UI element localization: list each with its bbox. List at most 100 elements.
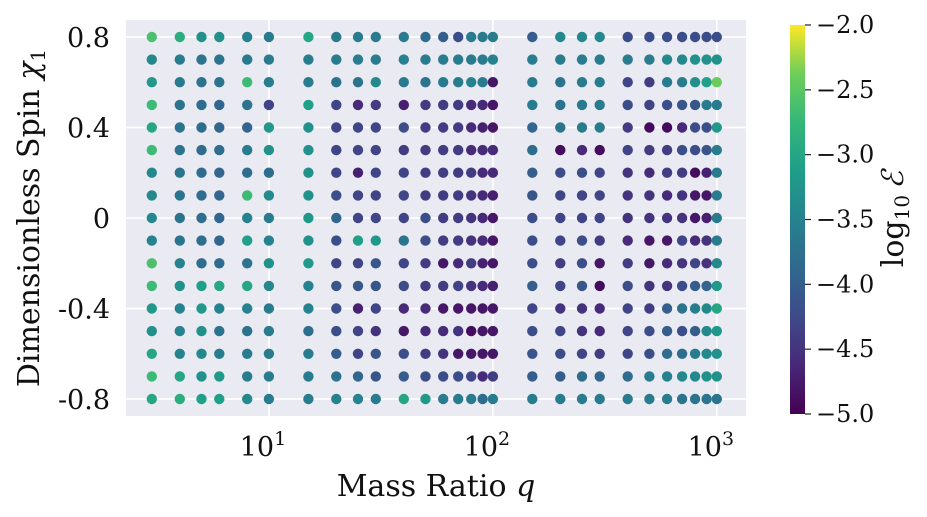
- data-point: [263, 325, 275, 337]
- data-point: [576, 212, 588, 224]
- data-point: [438, 325, 449, 337]
- data-point: [576, 144, 588, 156]
- data-point: [263, 348, 275, 359]
- data-point: [555, 280, 566, 292]
- data-point: [352, 77, 364, 88]
- data-point: [594, 167, 605, 178]
- data-point: [466, 258, 477, 269]
- data-point: [331, 99, 342, 111]
- data-point: [146, 54, 157, 65]
- data-point: [174, 167, 185, 178]
- data-point: [303, 77, 314, 88]
- data-point: [594, 99, 605, 111]
- data-point: [420, 144, 431, 156]
- data-point: [398, 393, 409, 405]
- data-point: [487, 393, 499, 405]
- data-point: [242, 393, 253, 405]
- data-point: [370, 31, 381, 43]
- y-tick-label: 0: [93, 204, 110, 235]
- data-point: [466, 348, 477, 359]
- data-point: [214, 54, 225, 65]
- data-point: [711, 235, 722, 246]
- data-point: [352, 393, 364, 405]
- data-point: [438, 122, 449, 133]
- data-point: [487, 348, 499, 359]
- data-point: [370, 190, 381, 201]
- data-point: [420, 54, 431, 65]
- data-point: [398, 190, 409, 201]
- data-point: [487, 212, 499, 224]
- data-point: [701, 325, 712, 337]
- data-point: [398, 167, 409, 178]
- data-point: [701, 167, 712, 178]
- data-point: [527, 122, 538, 133]
- colorbar-tick-label: −5.0: [816, 400, 874, 428]
- data-point: [146, 190, 157, 201]
- data-point: [689, 167, 701, 178]
- data-point: [711, 77, 722, 88]
- data-point: [331, 325, 342, 337]
- data-point: [196, 235, 207, 246]
- colorbar-label: log10ℰ: [876, 168, 914, 267]
- data-point: [622, 303, 633, 314]
- data-point: [352, 280, 364, 292]
- data-point: [466, 190, 477, 201]
- data-point: [370, 167, 381, 178]
- x-tick-label: 101: [240, 428, 286, 463]
- data-point: [701, 99, 712, 111]
- data-point: [676, 122, 688, 133]
- y-axis-label: Dimensionless Spin χ1: [12, 49, 50, 387]
- data-point: [661, 54, 673, 65]
- data-point: [214, 167, 225, 178]
- data-point: [527, 212, 538, 224]
- data-point: [263, 371, 275, 382]
- data-point: [701, 122, 712, 133]
- data-point: [174, 258, 185, 269]
- data-point: [438, 167, 449, 178]
- data-point: [214, 280, 225, 292]
- data-point: [676, 167, 688, 178]
- data-point: [196, 77, 207, 88]
- scatter-points: [146, 31, 722, 405]
- y-tick-label: 0.8: [67, 23, 110, 54]
- data-point: [398, 54, 409, 65]
- data-point: [370, 371, 381, 382]
- data-point: [661, 258, 673, 269]
- data-point: [661, 190, 673, 201]
- colorbar-tick-label: −3.5: [816, 206, 874, 234]
- y-tick-label: -0.8: [58, 385, 110, 416]
- data-point: [303, 144, 314, 156]
- data-point: [146, 280, 157, 292]
- data-point: [466, 31, 477, 43]
- data-point: [661, 167, 673, 178]
- data-point: [477, 54, 488, 65]
- data-point: [146, 258, 157, 269]
- data-point: [594, 325, 605, 337]
- data-point: [303, 393, 314, 405]
- data-point: [487, 167, 499, 178]
- data-point: [689, 144, 701, 156]
- data-point: [622, 393, 633, 405]
- data-point: [487, 54, 499, 65]
- data-point: [622, 348, 633, 359]
- data-point: [352, 190, 364, 201]
- data-point: [303, 348, 314, 359]
- data-point: [676, 212, 688, 224]
- data-point: [196, 280, 207, 292]
- data-point: [711, 122, 722, 133]
- data-point: [555, 190, 566, 201]
- data-point: [701, 303, 712, 314]
- data-point: [331, 258, 342, 269]
- data-point: [576, 258, 588, 269]
- colorbar-tick-label: −3.0: [816, 141, 874, 169]
- data-point: [453, 348, 464, 359]
- data-point: [196, 393, 207, 405]
- data-point: [689, 280, 701, 292]
- data-point: [438, 303, 449, 314]
- data-point: [711, 167, 722, 178]
- data-point: [661, 144, 673, 156]
- data-point: [352, 54, 364, 65]
- data-point: [689, 122, 701, 133]
- data-point: [661, 280, 673, 292]
